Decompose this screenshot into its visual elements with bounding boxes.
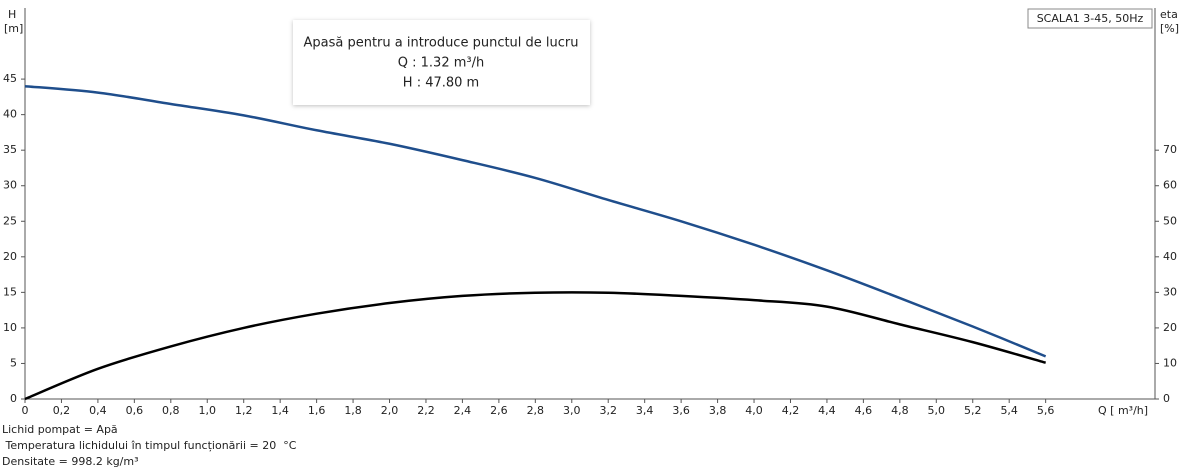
y2-tick-label: 0 [1163,392,1170,405]
x-tick-label: 0,4 [89,404,107,417]
y-tick-label: 45 [3,72,17,85]
x-tick-label: 1,0 [199,404,217,417]
tooltip-box[interactable] [293,20,590,105]
y-axis-unit: [m] [4,22,23,35]
x-tick-label: 3,2 [599,404,617,417]
y2-axis-unit: [%] [1160,22,1179,35]
note: Densitate = 998.2 kg/m³ [2,455,139,468]
x-tick-label: 0 [22,404,29,417]
x-tick-label: 5,6 [1037,404,1055,417]
tooltip-text: Apasă pentru a introduce punctul de lucr… [303,36,578,51]
x-tick-label: 4,0 [745,404,763,417]
x-tick-label: 0,8 [162,404,180,417]
y-tick-label: 20 [3,250,17,263]
note: Lichid pompat = Apă [2,423,118,436]
tooltip[interactable]: Apasă pentru a introduce punctul de lucr… [293,20,590,105]
x-tick-label: 2,2 [417,404,435,417]
y2-tick-label: 30 [1163,285,1177,298]
x-tick-label: 3,0 [563,404,581,417]
x-tick-label: 4,6 [855,404,873,417]
y-tick-label: 10 [3,321,17,334]
x-tick-label: 4,4 [818,404,836,417]
x-tick-label: 0,6 [126,404,144,417]
x-tick-label: 1,4 [271,404,289,417]
note: Temperatura lichidului în timpul funcțio… [2,439,297,452]
y2-tick-label: 40 [1163,250,1177,263]
y2-axis-label: eta [1160,8,1178,21]
x-tick-label: 5,4 [1000,404,1018,417]
x-tick-label: 2,8 [527,404,545,417]
x-tick-label: 0,2 [53,404,71,417]
y-tick-label: 30 [3,179,17,192]
curve [24,84,1047,358]
y-tick-label: 35 [3,143,17,156]
x-tick-label: 2,6 [490,404,508,417]
x-tick-label: 4,2 [782,404,800,417]
y2-tick-label: 50 [1163,214,1177,227]
x-axis-label: Q [ m³/h] [1098,404,1148,417]
chart-title: SCALA1 3-45, 50Hz [1037,12,1144,25]
x-tick-label: 2,4 [454,404,472,417]
x-tick-label: 3,6 [672,404,690,417]
title-box [1027,8,1153,29]
y-tick-label: 40 [3,108,17,121]
y-axis-label: H [8,8,16,21]
tooltip-text: H : 47.80 m [403,76,479,91]
y-tick-label: 0 [10,392,17,405]
x-tick-label: 5,0 [928,404,946,417]
y2-tick-label: 20 [1163,321,1177,334]
y-tick-label: 5 [10,356,17,369]
y2-tick-label: 70 [1163,143,1177,156]
y-tick-label: 15 [3,285,17,298]
x-tick-label: 5,2 [964,404,982,417]
x-tick-label: 3,8 [709,404,727,417]
x-tick-label: 4,8 [891,404,909,417]
x-tick-label: 1,2 [235,404,253,417]
y2-tick-label: 10 [1163,356,1177,369]
x-tick-label: 2,0 [381,404,399,417]
y-tick-label: 25 [3,214,17,227]
x-tick-label: 1,8 [344,404,362,417]
y2-tick-label: 60 [1163,179,1177,192]
x-tick-label: 1,6 [308,404,326,417]
curve [24,291,1046,401]
x-tick-label: 3,4 [636,404,654,417]
tooltip-text: Q : 1.32 m³/h [398,56,484,71]
